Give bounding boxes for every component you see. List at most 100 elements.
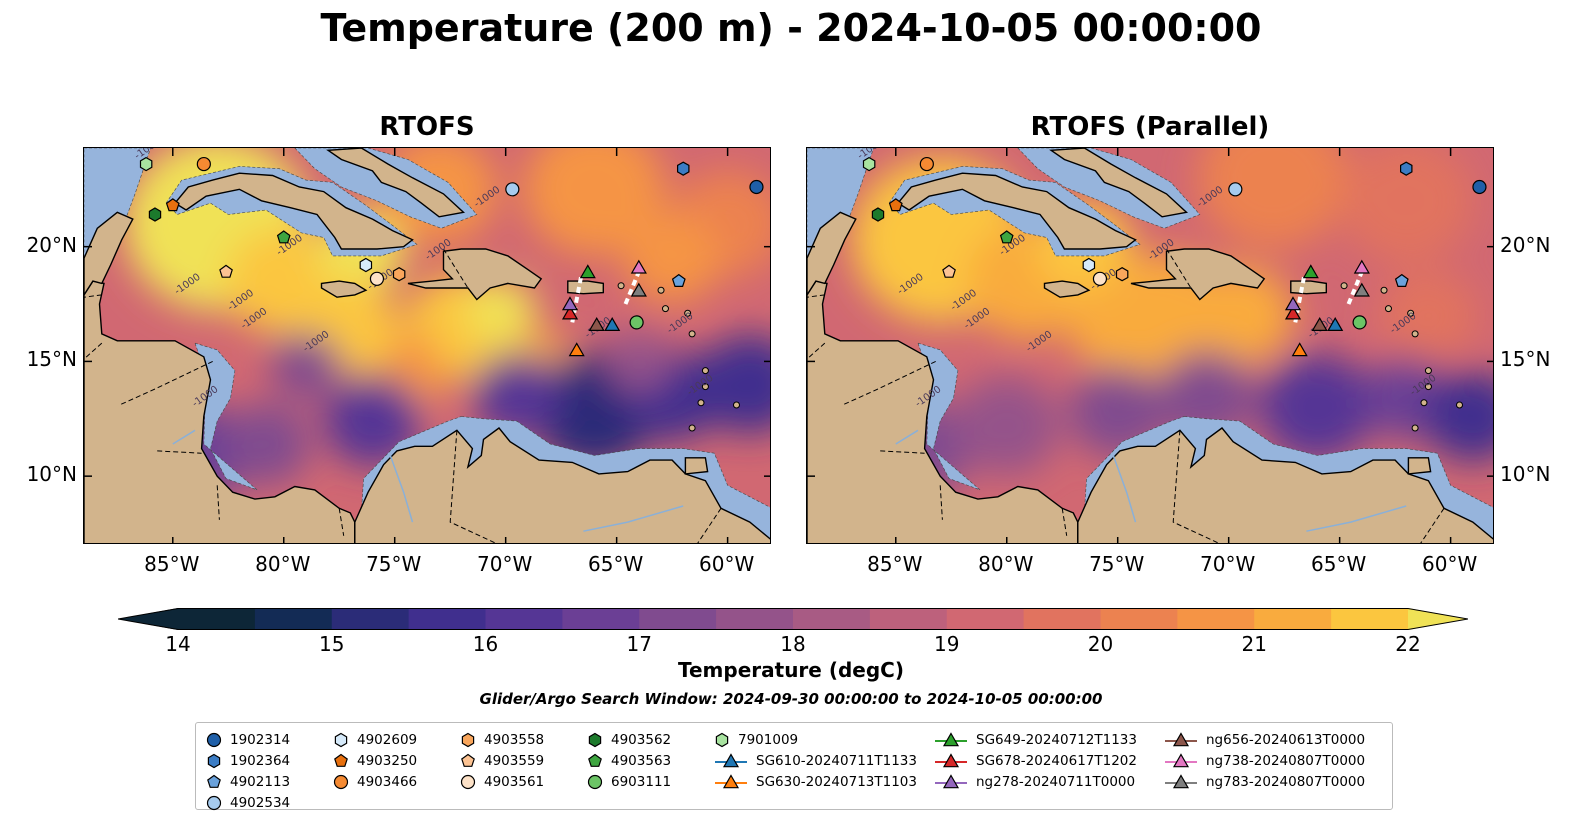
legend-marker-hexagon-icon	[461, 732, 475, 747]
legend-label: 4903563	[611, 752, 672, 769]
obs-marker-SG610-20240711T1133	[1327, 316, 1344, 331]
temperature-patch	[1259, 353, 1376, 462]
obs-marker-1902314	[1472, 179, 1487, 195]
obs-marker-4903250	[888, 198, 903, 212]
legend-entry: 4903561	[460, 771, 544, 792]
obs-marker-4903558	[1115, 267, 1129, 282]
country-border	[697, 508, 722, 543]
country-border	[119, 360, 213, 406]
map-panel-rtofs-parallel: -1000 -1000 -1000 -1000 -1000 -1000 -1000 -1000…	[806, 147, 1494, 544]
colorbar-bin	[485, 608, 563, 630]
lon-tick-label: 75°W	[1089, 552, 1145, 576]
land-mass	[807, 280, 1079, 543]
colorbar-bin	[1254, 608, 1332, 630]
country-border	[939, 485, 943, 520]
obs-marker-ng783-20240807T0000	[630, 282, 647, 297]
lat-tick-label-right: 20°N	[1500, 232, 1551, 257]
land-mass	[1290, 280, 1327, 295]
lon-tick-label: 70°W	[1200, 552, 1256, 576]
obs-marker-ng278-20240711T0000	[561, 296, 579, 311]
colorbar-label: Temperature (degC)	[678, 658, 904, 682]
legend-entry: ng278-20240711T0000	[934, 771, 1137, 792]
obs-marker-SG610-20240711T1133	[604, 316, 621, 331]
temperature-patch	[221, 402, 311, 486]
legend-marker-circle-icon	[206, 795, 222, 810]
island	[1424, 383, 1432, 391]
country-border	[807, 342, 826, 360]
legend-marker-triangle-icon	[1165, 752, 1197, 767]
land-mass	[354, 427, 770, 543]
colorbar-bin	[1331, 608, 1409, 630]
colorbar-bin	[946, 608, 1025, 630]
land-mass	[896, 172, 1137, 250]
colorbar-bin	[869, 608, 948, 630]
legend-column: ng656-20240613T0000 ng738-20240807T0000 ng…	[1164, 729, 1365, 792]
legend-label: 7901009	[738, 731, 799, 748]
land-mass	[173, 172, 414, 250]
obs-marker-SG630-20240713T1103	[568, 342, 585, 357]
legend-marker-shape	[588, 732, 602, 747]
legend-entry: 4902609	[333, 729, 417, 750]
temperature-patch	[696, 334, 770, 434]
land-mass	[1049, 148, 1189, 218]
map-panel-rtofs: -1000 -1000 -1000 -1000 -1000 -1000 -1000 -1000…	[83, 147, 771, 544]
lat-tick-label-left: 20°N	[26, 232, 77, 257]
legend-entry: 4902534	[206, 792, 290, 813]
lon-tick-label: 70°W	[477, 552, 533, 576]
legend-marker-shape	[333, 774, 349, 789]
temperature-patch	[1197, 148, 1349, 249]
legend: 1902314 1902364 4902113 4902534 4902609 49032…	[195, 722, 1393, 813]
legend-marker-shape	[334, 732, 348, 747]
temperature-patch	[1068, 281, 1167, 373]
colorbar-tick-label: 17	[626, 632, 652, 656]
country-border	[1172, 430, 1218, 543]
legend-label: 4903562	[611, 731, 672, 748]
legend-entry: 1902364	[206, 750, 290, 771]
legend-marker-shape	[942, 731, 960, 746]
obs-marker-4903561	[1092, 271, 1108, 286]
obs-marker-ng738-20240807T0000	[1353, 259, 1370, 274]
legend-entry: 1902314	[206, 729, 290, 750]
legend-entry: 4903563	[587, 750, 671, 771]
land-mass	[1077, 427, 1493, 543]
colorbar	[117, 608, 1469, 630]
obs-marker-6903111	[1352, 315, 1367, 330]
legend-label: 4903561	[484, 773, 545, 790]
island	[732, 401, 740, 409]
obs-marker-4903562	[871, 207, 885, 222]
legend-entry: SG610-20240711T1133	[714, 750, 917, 771]
legend-marker-shape	[722, 773, 740, 788]
legend-marker-shape	[207, 753, 221, 768]
obs-marker-SG678-20240617T1202	[1284, 305, 1302, 320]
colorbar-tick-label: 15	[319, 632, 345, 656]
river	[389, 455, 414, 523]
island	[1380, 286, 1388, 294]
lat-tick-label-left: 15°N	[26, 347, 77, 372]
legend-marker-shape	[461, 753, 475, 767]
obs-marker-4903559	[942, 264, 956, 278]
legend-entry: 4903562	[587, 729, 671, 750]
legend-marker-circle-icon	[587, 774, 603, 789]
obs-marker-7901009	[862, 156, 876, 172]
legend-label: ng278-20240711T0000	[976, 773, 1136, 790]
river	[1112, 455, 1137, 523]
obs-marker-ng656-20240613T0000	[1311, 317, 1328, 331]
land-mass	[807, 211, 857, 297]
legend-marker-pentagon-icon	[207, 774, 221, 788]
glider-track	[623, 271, 641, 305]
legend-marker-shape	[942, 773, 960, 788]
obs-marker-ng656-20240613T0000	[588, 317, 605, 331]
island	[1340, 282, 1348, 290]
legend-marker-shape	[207, 774, 221, 788]
legend-column: 4902609 4903250 4903466	[333, 729, 417, 792]
legend-marker-shape	[715, 732, 729, 747]
obs-marker-4903558	[392, 267, 406, 282]
island	[684, 309, 692, 317]
country-border	[84, 342, 103, 360]
colorbar-bin	[408, 608, 486, 630]
obs-marker-1902364	[677, 161, 690, 176]
island	[688, 330, 696, 338]
temperature-patch	[270, 332, 342, 400]
land-mass	[1130, 248, 1266, 301]
legend-marker-shape	[1172, 752, 1190, 767]
